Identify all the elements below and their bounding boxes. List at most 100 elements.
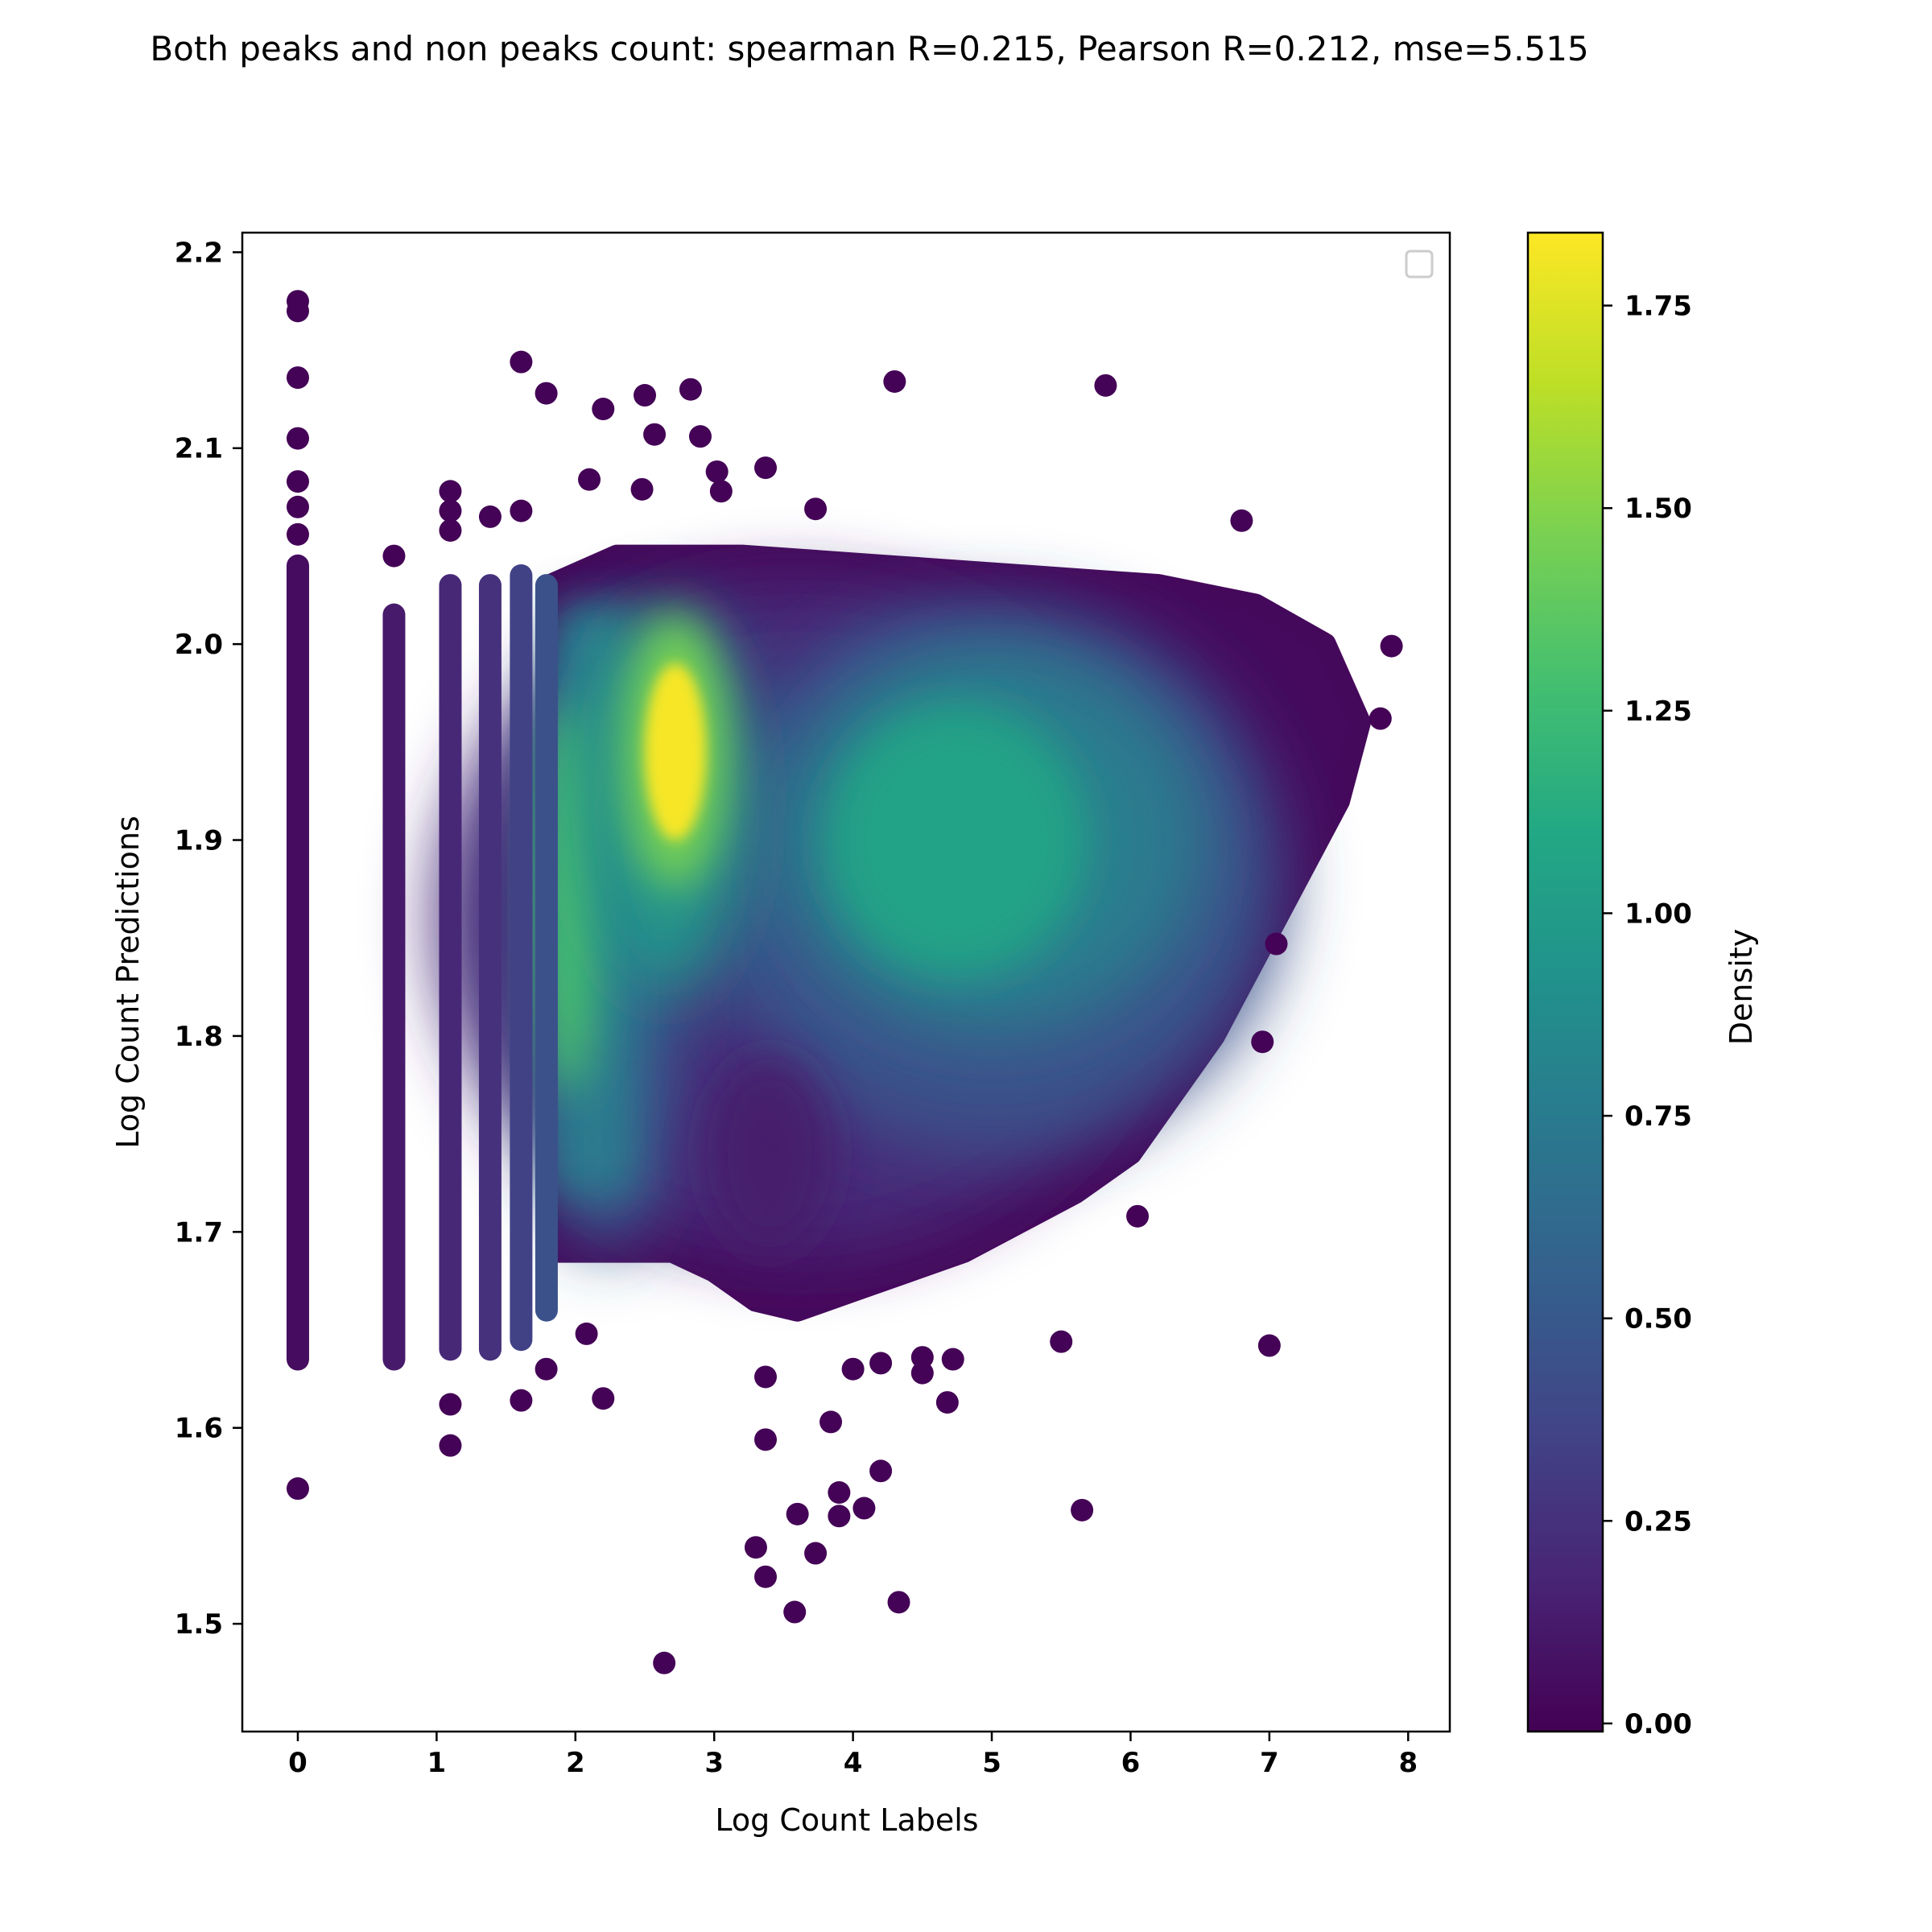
scatter-point bbox=[653, 1651, 676, 1674]
scatter-point bbox=[439, 518, 462, 542]
scatter-point bbox=[688, 425, 712, 448]
y-tick-label: 1.5 bbox=[175, 1608, 223, 1641]
colorbar-ticks: 0.00 0.25 0.50 0.75 1.00 1.25 1.50 1.75 bbox=[1603, 291, 1692, 1740]
scatter-point bbox=[754, 1428, 777, 1451]
scatter-point bbox=[828, 1505, 851, 1528]
x-tick-label: 3 bbox=[704, 1747, 724, 1779]
scatter-point bbox=[754, 1365, 777, 1389]
scatter-point bbox=[869, 1352, 893, 1375]
x-tick-label: 1 bbox=[427, 1747, 447, 1779]
scatter-point bbox=[754, 1565, 777, 1588]
colorbar-tick-label: 0.25 bbox=[1624, 1505, 1692, 1538]
x-tick-label: 8 bbox=[1398, 1747, 1418, 1779]
x-axis-label: Log Count Labels bbox=[715, 1802, 978, 1838]
scatter-point bbox=[578, 468, 601, 491]
density-cloud bbox=[436, 544, 1371, 1322]
y-tick-label: 1.9 bbox=[175, 825, 223, 857]
x-tick-label: 7 bbox=[1260, 1747, 1279, 1779]
scatter-point bbox=[286, 299, 309, 323]
y-tick-label: 2.1 bbox=[175, 433, 223, 465]
density-region bbox=[825, 703, 1089, 977]
scatter-point bbox=[786, 1502, 809, 1525]
scatter-point bbox=[286, 470, 309, 493]
scatter-point bbox=[1257, 1334, 1281, 1357]
scatter-point bbox=[783, 1600, 807, 1624]
legend-box bbox=[1405, 250, 1434, 279]
scatter-point bbox=[592, 398, 615, 421]
density-region bbox=[645, 663, 706, 840]
scatter-point bbox=[634, 384, 656, 407]
scatter-point bbox=[1071, 1498, 1094, 1521]
scatter-point bbox=[478, 505, 502, 528]
outlier-points bbox=[286, 290, 1403, 1674]
y-axis: 1.5 1.6 1.7 1.8 1.9 2.0 2.1 2.2 bbox=[175, 237, 242, 1641]
colorbar-tick-label: 0.75 bbox=[1624, 1100, 1692, 1133]
x-axis: 0 1 2 3 4 5 6 7 8 bbox=[288, 1732, 1418, 1779]
scatter-point bbox=[1265, 932, 1288, 956]
y-tick-label: 2.2 bbox=[175, 237, 223, 269]
scatter-point bbox=[1094, 374, 1117, 397]
scatter-point bbox=[804, 1542, 828, 1565]
scatter-point bbox=[510, 350, 533, 374]
plot-frame bbox=[241, 231, 1451, 1733]
scatter-point bbox=[819, 1410, 843, 1434]
scatter-point bbox=[887, 1591, 910, 1614]
colorbar bbox=[1528, 233, 1603, 1732]
scatter-point bbox=[286, 495, 309, 518]
y-tick-label: 2.0 bbox=[175, 629, 223, 661]
scatter-point bbox=[1050, 1330, 1073, 1353]
scatter-point bbox=[841, 1357, 865, 1381]
scatter-point bbox=[286, 522, 309, 546]
scatter-point bbox=[643, 423, 667, 446]
x-tick-label: 6 bbox=[1121, 1747, 1141, 1779]
scatter-point bbox=[910, 1361, 934, 1385]
density-region bbox=[707, 1055, 832, 1252]
scatter-point bbox=[575, 1322, 598, 1345]
scatter-point bbox=[592, 1387, 615, 1410]
colorbar-tick-label: 1.75 bbox=[1624, 291, 1692, 323]
scatter-point bbox=[1251, 1030, 1274, 1054]
colorbar-tick-label: 1.50 bbox=[1624, 493, 1692, 525]
scatter-point bbox=[804, 497, 828, 521]
scatter-point bbox=[679, 378, 702, 401]
scatter-point bbox=[828, 1481, 851, 1505]
colorbar-tick-label: 1.25 bbox=[1624, 696, 1692, 728]
plot-area bbox=[286, 290, 1403, 1674]
y-tick-label: 1.7 bbox=[175, 1216, 223, 1249]
scatter-point bbox=[1368, 707, 1392, 730]
x-tick-label: 4 bbox=[844, 1747, 863, 1779]
scatter-point bbox=[439, 499, 462, 522]
discrete-columns bbox=[286, 554, 558, 1371]
colorbar-tick-label: 0.00 bbox=[1624, 1708, 1692, 1740]
scatter-point bbox=[754, 456, 777, 480]
x-tick-label: 5 bbox=[982, 1747, 1001, 1779]
chart-title: Both peaks and non peaks count: spearman… bbox=[150, 29, 1589, 68]
scatter-point bbox=[709, 480, 733, 503]
scatter-point bbox=[439, 1393, 462, 1416]
scatter-point bbox=[286, 1477, 309, 1501]
scatter-point bbox=[705, 460, 729, 483]
scatter-point bbox=[744, 1536, 767, 1559]
colorbar-label: Density bbox=[1724, 929, 1759, 1045]
y-tick-label: 1.6 bbox=[175, 1413, 223, 1445]
colorbar-frame bbox=[1526, 231, 1604, 1733]
scatter-point bbox=[935, 1391, 959, 1414]
scatter-point bbox=[1230, 509, 1253, 532]
scatter-point bbox=[382, 544, 406, 568]
scatter-point bbox=[1126, 1204, 1150, 1228]
scatter-point bbox=[510, 1389, 533, 1412]
scatter-point bbox=[535, 1357, 558, 1381]
scatter-point bbox=[535, 382, 558, 405]
scatter-point bbox=[286, 366, 309, 390]
scatter-point bbox=[869, 1459, 893, 1483]
y-axis-label: Log Count Predictions bbox=[110, 815, 146, 1148]
colorbar-tick-label: 0.50 bbox=[1624, 1303, 1692, 1335]
y-tick-label: 1.8 bbox=[175, 1021, 223, 1053]
scatter-point bbox=[910, 1346, 934, 1369]
scatter-point bbox=[286, 427, 309, 450]
x-tick-label: 0 bbox=[288, 1747, 308, 1779]
scatter-point bbox=[1380, 634, 1403, 658]
scatter-point bbox=[510, 499, 533, 522]
scatter-point bbox=[941, 1348, 964, 1371]
